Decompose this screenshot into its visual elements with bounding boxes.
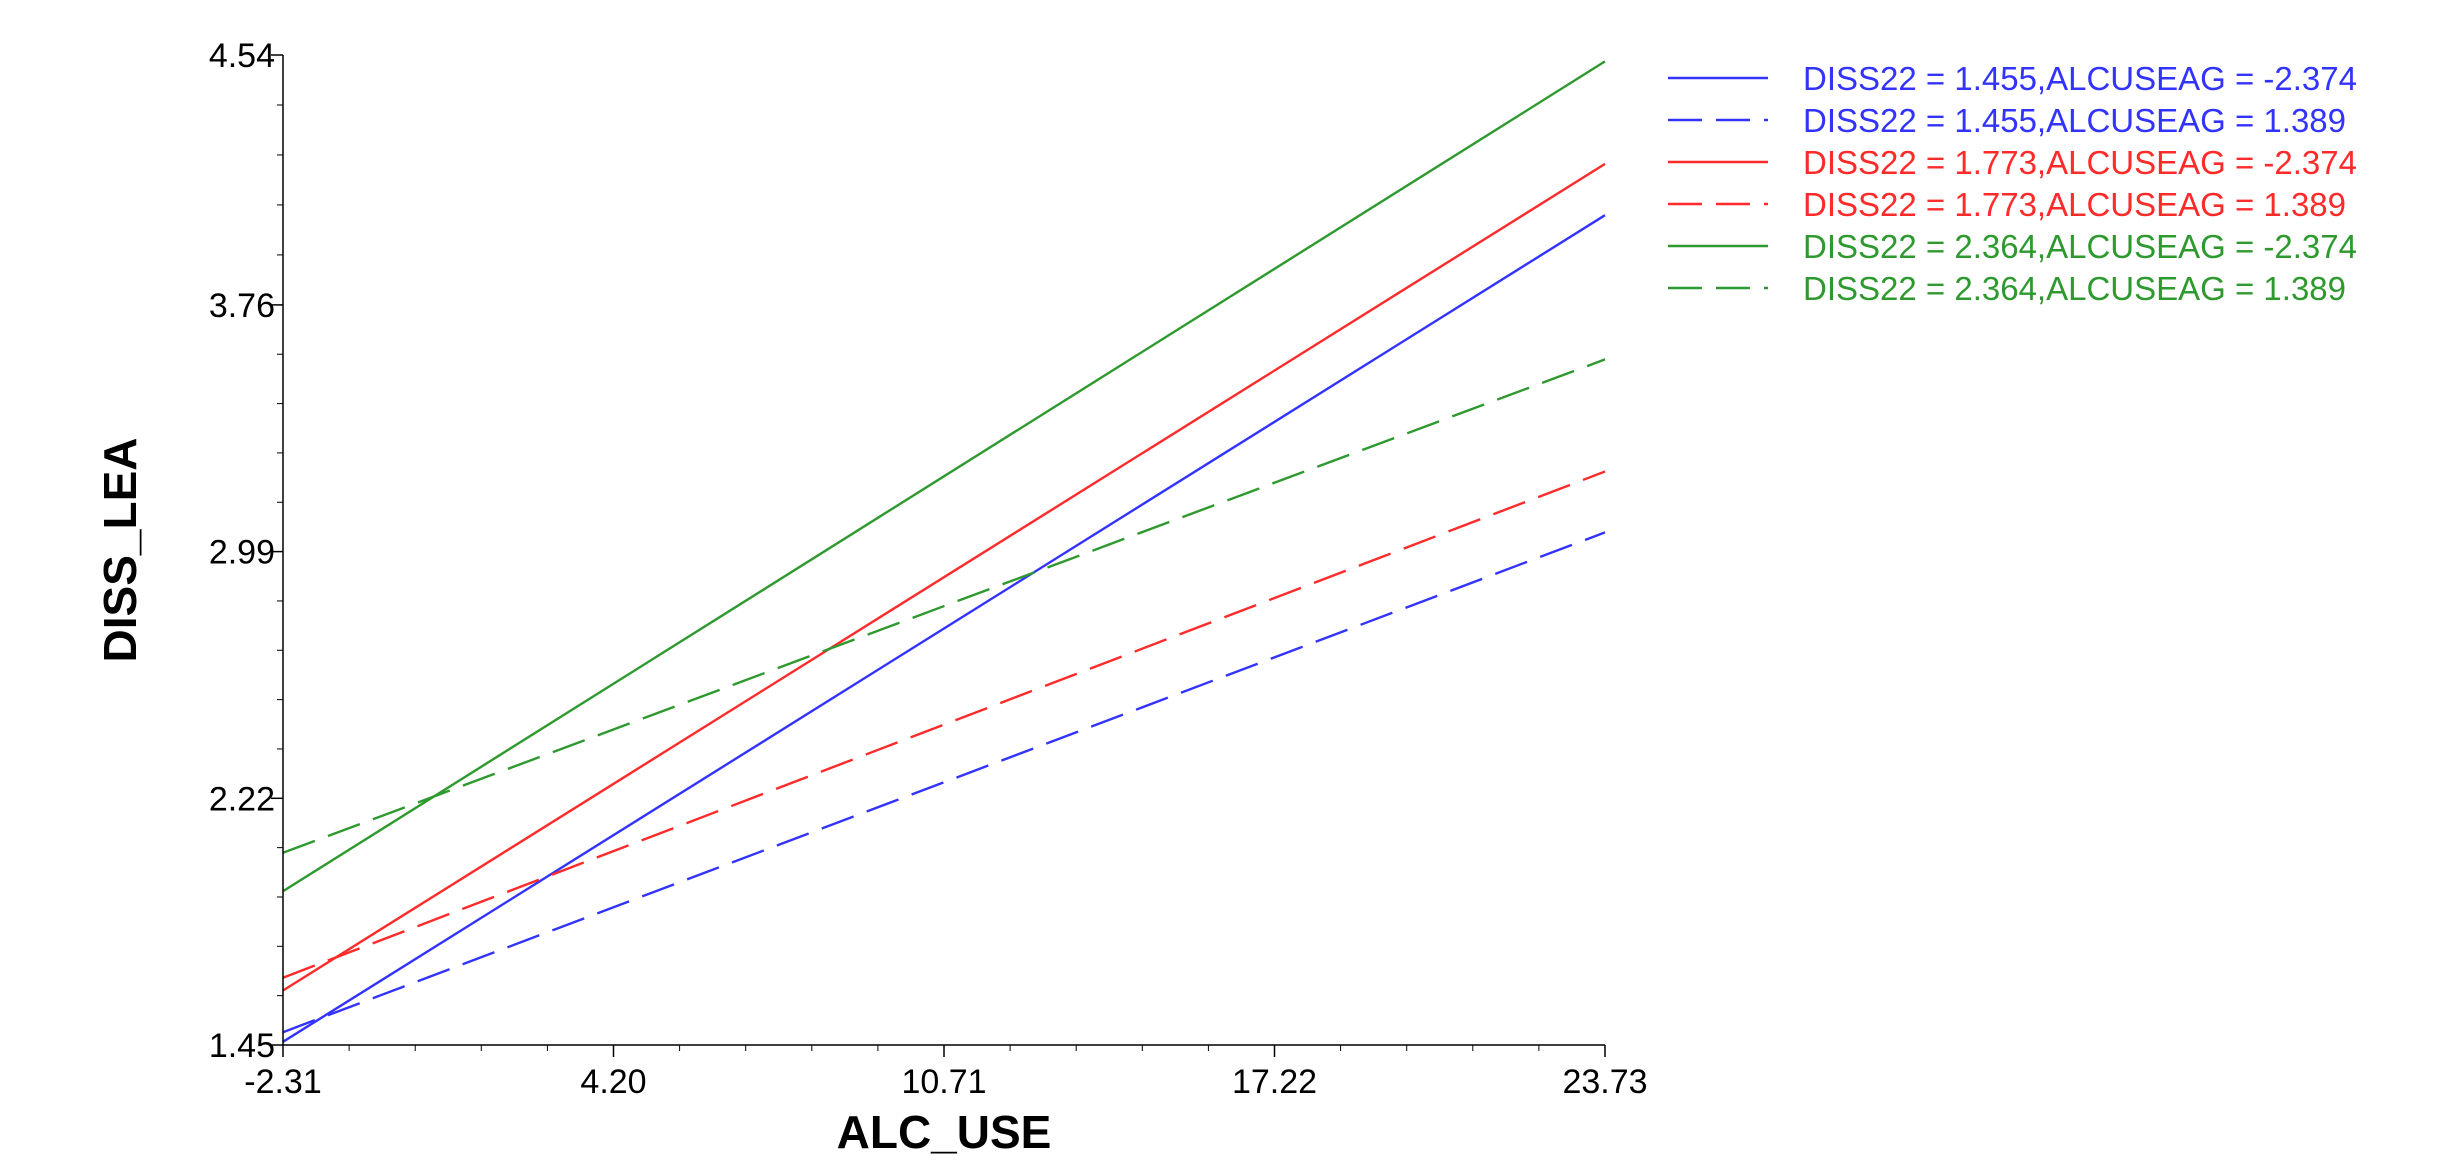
y-tick-label: 4.54	[209, 37, 275, 75]
y-tick-label: 1.45	[209, 1027, 275, 1065]
legend-label: DISS22 = 2.364,ALCUSEAG = -2.374	[1803, 228, 2357, 265]
series-line	[282, 358, 1606, 854]
legend-label: DISS22 = 1.773,ALCUSEAG = 1.389	[1803, 186, 2346, 223]
x-tick-label: 17.22	[1232, 1063, 1317, 1101]
y-tick-label: 3.76	[209, 287, 275, 325]
y-ticks: 1.45 2.22 2.99 3.76 4.54	[209, 37, 283, 1065]
x-tick-label: 23.73	[1562, 1063, 1647, 1101]
series-line	[282, 531, 1606, 1034]
x-tick-label: -2.31	[244, 1063, 322, 1101]
x-tick-label: 4.20	[580, 1063, 646, 1101]
series-line	[282, 470, 1606, 979]
x-axis-title: ALC_USE	[837, 1106, 1052, 1158]
legend: DISS22 = 1.455,ALCUSEAG = -2.374 DISS22 =…	[1668, 60, 2357, 307]
legend-label: DISS22 = 1.455,ALCUSEAG = -2.374	[1803, 60, 2357, 97]
y-tick-label: 2.22	[209, 780, 275, 818]
series-line	[282, 60, 1606, 893]
axes	[282, 55, 1605, 1046]
legend-label: DISS22 = 1.455,ALCUSEAG = 1.389	[1803, 102, 2346, 139]
plot-lines	[282, 60, 1606, 1043]
series-line	[282, 214, 1606, 1043]
x-tick-label: 10.71	[901, 1063, 986, 1101]
y-axis-title: DISS_LEA	[94, 438, 146, 663]
legend-label: DISS22 = 2.364,ALCUSEAG = 1.389	[1803, 270, 2346, 307]
legend-label: DISS22 = 1.773,ALCUSEAG = -2.374	[1803, 144, 2357, 181]
x-ticks: -2.31 4.20 10.71 17.22 23.73	[244, 1045, 1648, 1101]
series-line	[282, 162, 1606, 992]
y-tick-label: 2.99	[209, 534, 275, 572]
